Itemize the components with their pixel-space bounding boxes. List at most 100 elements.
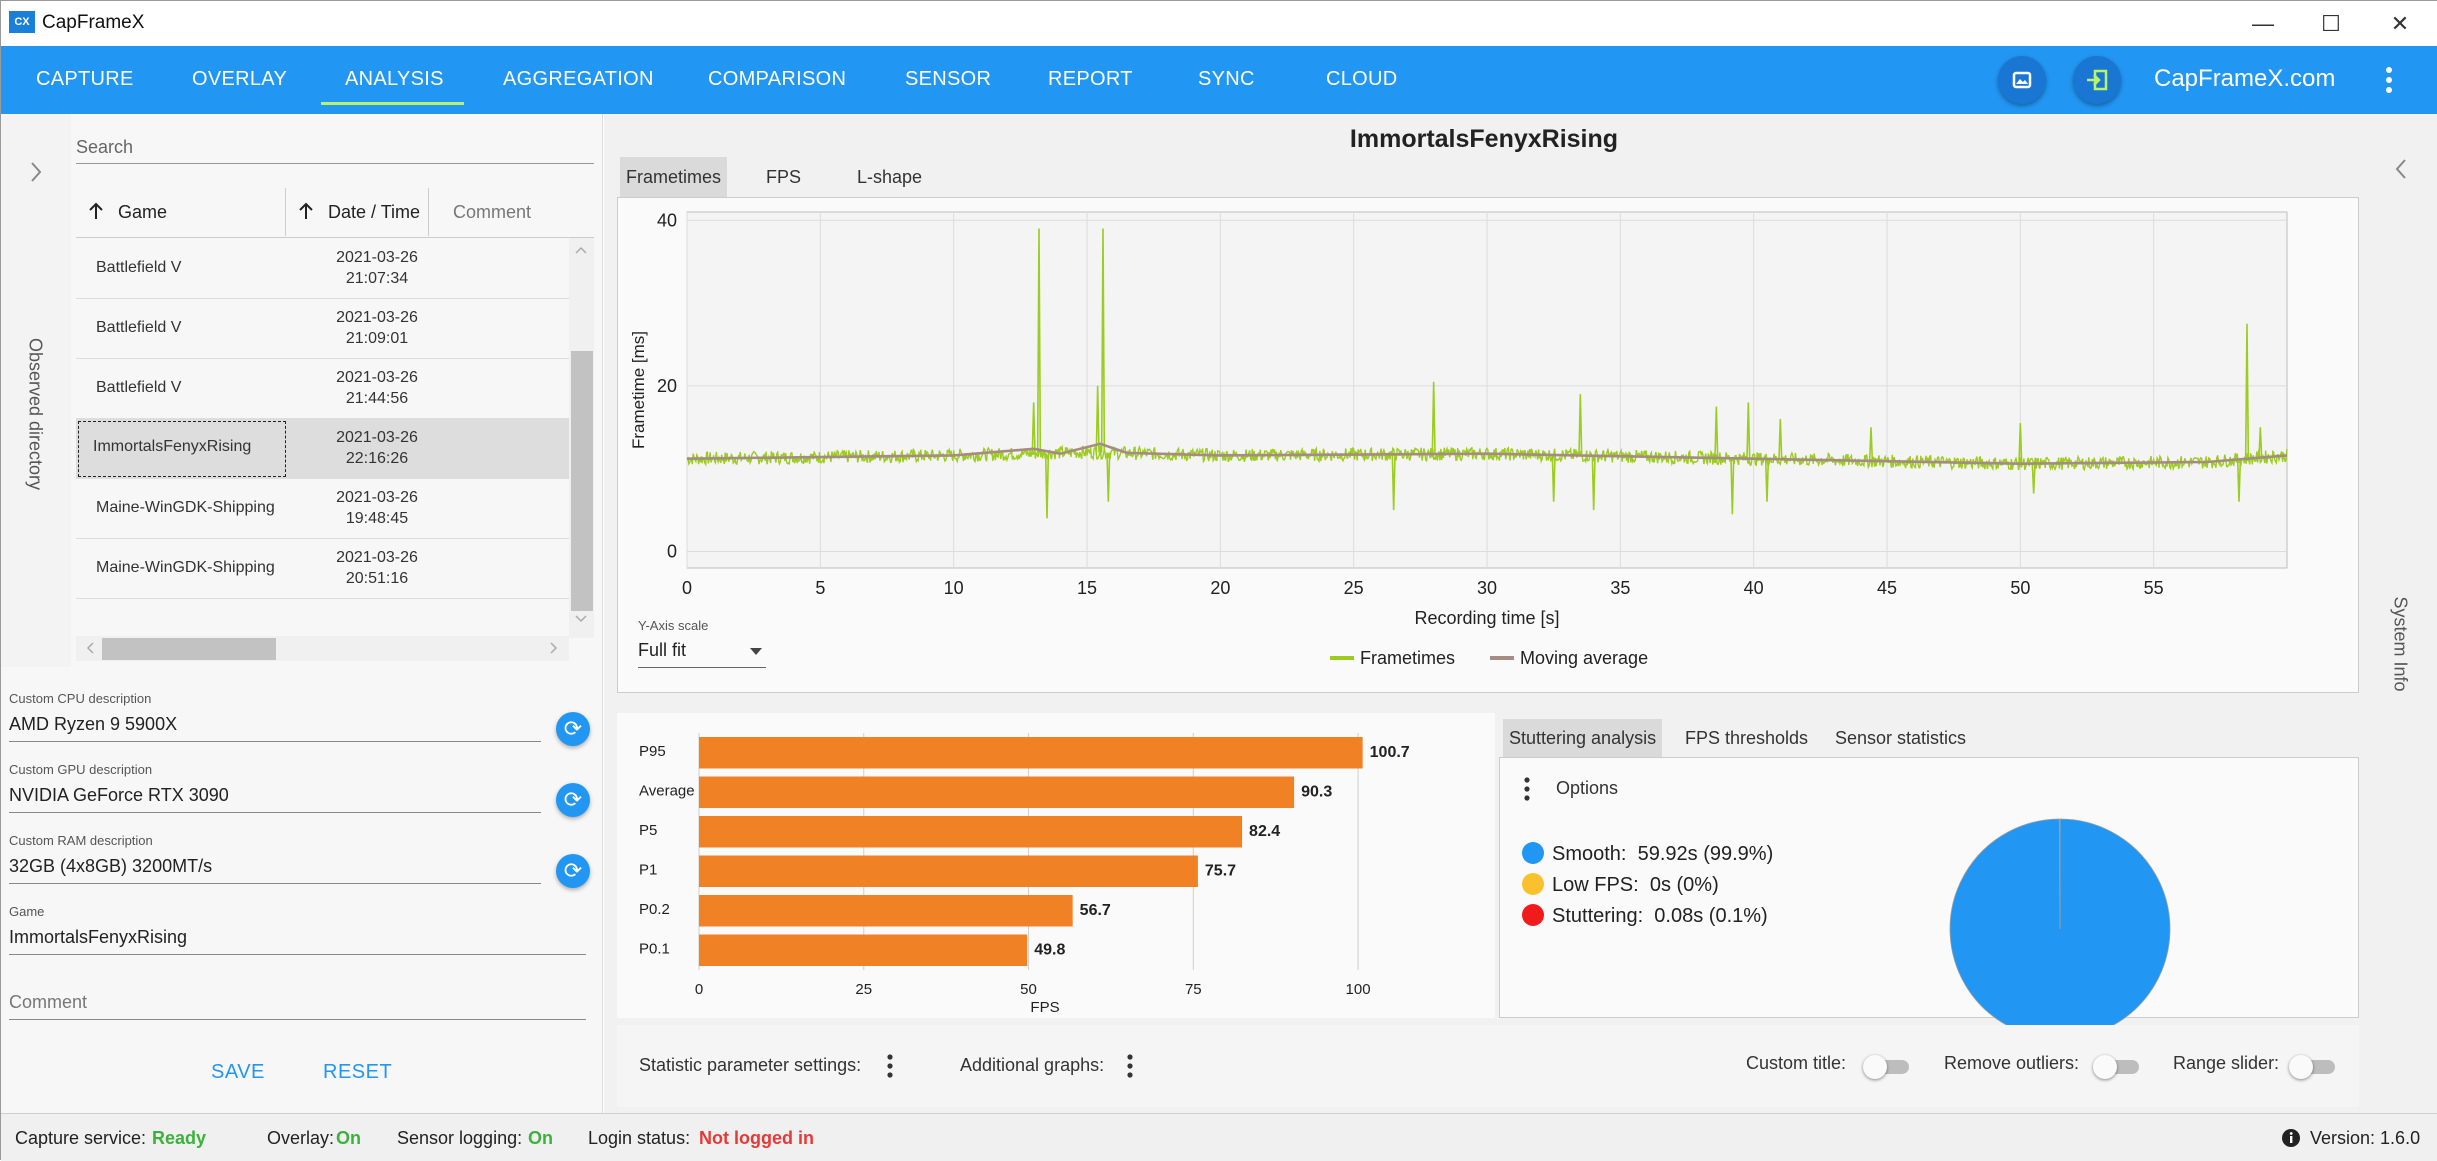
fps-bar [699,776,1295,808]
range-slider-toggle[interactable] [2289,1055,2337,1079]
fps-bar [699,816,1243,848]
tab-overlay[interactable]: OVERLAY [192,68,288,90]
more-vertical-icon[interactable] [1522,776,1532,804]
cpu-description-field[interactable]: Custom CPU description AMD Ryzen 9 5900X [9,691,541,742]
game-field[interactable]: Game ImmortalsFenyxRising [9,904,586,955]
cpu-description-input[interactable]: AMD Ryzen 9 5900X [9,714,541,742]
screenshot-button[interactable] [1998,56,2046,104]
comment-input[interactable]: Comment [9,992,586,1020]
maximize-button[interactable]: ☐ [2321,11,2341,36]
options-label[interactable]: Options [1556,778,1619,798]
scroll-up-icon[interactable] [573,242,589,258]
fps-bar [699,934,1028,966]
info-icon[interactable] [2281,1128,2301,1148]
tab-comparison[interactable]: COMPARISON [708,68,847,90]
stat-settings-menu-icon[interactable] [885,1053,895,1081]
scroll-left-icon[interactable] [82,640,98,656]
app-logo: CX [9,11,35,33]
tab-cloud[interactable]: CLOUD [1326,68,1398,90]
table-row[interactable]: Maine-WinGDK-Shipping 2021-03-26 20:51:16 [76,539,569,599]
tab-analysis[interactable]: ANALYSIS [345,68,444,90]
system-info-strip[interactable]: System Info [2364,114,2437,1113]
observed-directory-strip[interactable]: Observed directory [1,114,71,667]
y-tick-label: 20 [657,376,677,396]
table-row-selected[interactable]: ImmortalsFenyxRising 2021-03-26 22:16:26 [76,419,569,479]
tab-sync[interactable]: SYNC [1198,68,1255,90]
tab-frametimes[interactable]: Frametimes [620,157,728,197]
login-button[interactable] [2073,56,2121,104]
stuttering-pie-chart[interactable] [1940,818,2180,1058]
refresh-ram-button[interactable]: ⟳ [556,854,590,888]
more-menu-button[interactable] [2377,62,2401,98]
remove-outliers-toggle[interactable] [2093,1055,2141,1079]
overlay-label: Overlay: [267,1128,335,1148]
column-comment[interactable]: Comment [453,202,532,222]
bar-category-label: P0.1 [639,941,670,958]
column-datetime[interactable]: Date / Time [328,202,421,222]
row-time: 21:07:34 [345,270,409,287]
row-datetime: 2021-03-26 22:16:26 [319,427,435,469]
close-button[interactable]: ✕ [2390,11,2410,36]
ram-description-input[interactable]: 32GB (4x8GB) 3200MT/s [9,856,541,884]
tab-stuttering-analysis[interactable]: Stuttering analysis [1503,719,1663,757]
tab-l-shape[interactable]: L-shape [857,167,923,187]
custom-title-label: Custom title: [1746,1053,1847,1073]
capture-service-label: Capture service: [15,1128,147,1148]
row-time: 19:48:45 [345,510,409,527]
comment-field[interactable]: Comment [9,992,586,1020]
custom-title-toggle[interactable] [1863,1055,1911,1079]
fps-bar-chart[interactable]: 0 25 50 75 100 FPS P95 100.7 Average 90.3 P5 82.4 P1… [617,713,1495,1018]
sort-asc-icon[interactable] [88,202,104,225]
tab-fps-thresholds[interactable]: FPS thresholds [1685,728,1809,748]
capframex-link[interactable]: CapFrameX.com [2154,65,2336,92]
sensor-logging-status: On [528,1128,553,1148]
scroll-right-icon[interactable] [546,640,562,656]
x-axis-title: Recording time [s] [1414,608,1559,628]
minimize-button[interactable]: — [2252,11,2274,36]
frametimes-series [686,444,2288,472]
row-date: 2021-03-26 [336,549,418,566]
tab-report[interactable]: REPORT [1048,68,1133,90]
x-tick-label: 35 [1610,578,1630,598]
bar-value-label: 49.8 [1034,942,1065,959]
game-input[interactable]: ImmortalsFenyxRising [9,927,586,955]
legend-moving-average-label: Moving average [1520,648,1648,668]
sort-asc-icon[interactable] [298,202,314,225]
ram-description-field[interactable]: Custom RAM description 32GB (4x8GB) 3200… [9,833,541,884]
yaxis-scale-label: Y-Axis scale [638,618,709,633]
frametime-spike [1100,228,1106,453]
additional-graphs-label: Additional graphs: [960,1055,1105,1075]
bar-category-label: P0.2 [639,901,670,918]
table-row[interactable]: Battlefield V 2021-03-26 21:44:56 [76,359,569,419]
horizontal-scroll-thumb[interactable] [102,638,276,660]
gpu-description-input[interactable]: NVIDIA GeForce RTX 3090 [9,785,541,813]
reset-button[interactable]: RESET [323,1061,393,1083]
table-row[interactable]: Maine-WinGDK-Shipping 2021-03-26 19:48:45 [76,479,569,539]
search-input[interactable]: Search [76,131,594,164]
gpu-description-field[interactable]: Custom GPU description NVIDIA GeForce RT… [9,762,541,813]
tab-fps[interactable]: FPS [766,167,802,187]
table-header: Game Date / Time Comment [76,186,594,238]
scroll-down-icon[interactable] [573,611,589,627]
frametime-spike [1391,454,1396,511]
row-datetime: 2021-03-26 19:48:45 [319,487,435,529]
tab-aggregation[interactable]: AGGREGATION [503,68,654,90]
bar-category-label: P1 [639,862,657,879]
vertical-scroll-thumb[interactable] [571,351,593,611]
row-datetime: 2021-03-26 21:09:01 [319,307,435,349]
table-row[interactable]: Battlefield V 2021-03-26 21:07:34 [76,239,569,299]
frametime-spike [1764,458,1770,502]
row-date: 2021-03-26 [336,369,418,386]
yaxis-scale-select[interactable]: Full fit [638,636,766,668]
refresh-gpu-button[interactable]: ⟳ [556,783,590,817]
save-button[interactable]: SAVE [211,1061,265,1083]
x-tick-label: 15 [1077,578,1097,598]
tab-sensor-statistics[interactable]: Sensor statistics [1835,728,1967,748]
additional-graphs-menu-icon[interactable] [1125,1053,1135,1081]
table-row[interactable]: Battlefield V 2021-03-26 21:09:01 [76,299,569,359]
tab-capture[interactable]: CAPTURE [36,68,134,90]
frametime-chart[interactable]: 0 5 10 15 20 25 30 35 40 45 50 55 0 20 40 Recording tim… [618,198,2360,694]
tab-sensor[interactable]: SENSOR [905,68,992,90]
refresh-cpu-button[interactable]: ⟳ [556,712,590,746]
column-game[interactable]: Game [118,202,168,222]
